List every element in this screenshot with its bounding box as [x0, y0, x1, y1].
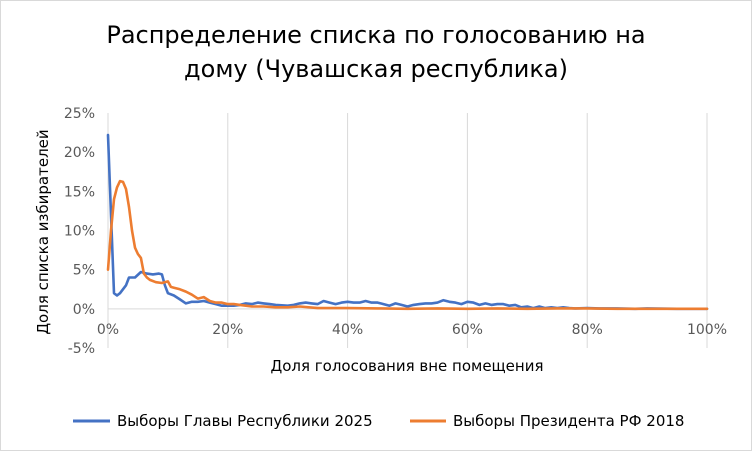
x-axis-ticks: 0% 20% 40% 60% 80% 100% — [97, 322, 727, 338]
series-line-1 — [106, 133, 709, 311]
x-tick-label: 0% — [97, 322, 119, 338]
x-tick-label: 60% — [452, 322, 483, 338]
x-tick-label: 40% — [332, 322, 363, 338]
x-axis-title: Доля голосования вне помещения — [270, 357, 543, 375]
y-tick-label: 20% — [64, 145, 95, 161]
legend: Выборы Главы Республики 2025 Выборы През… — [73, 412, 684, 430]
x-tick-label: 100% — [687, 322, 727, 338]
legend-label-series-2: Выборы Президента РФ 2018 — [453, 412, 684, 430]
series-line-2 — [106, 179, 709, 311]
y-tick-label: 5% — [73, 263, 95, 279]
y-tick-label: 15% — [64, 184, 95, 200]
chart-title: Распределение списка по голосованию на д… — [0, 18, 752, 86]
x-tick-label: 20% — [212, 322, 243, 338]
y-tick-label: 0% — [73, 302, 95, 318]
chart-title-line-2: дому (Чувашская республика) — [184, 55, 568, 83]
grid-lines — [107, 113, 708, 348]
y-tick-label: 25% — [64, 106, 95, 122]
y-axis-ticks: 25% 20% 15% 10% 5% 0% -5% — [64, 106, 95, 357]
series-lines — [106, 133, 709, 311]
chart-title-line-1: Распределение списка по голосованию на — [106, 21, 646, 49]
x-tick-label: 80% — [572, 322, 603, 338]
y-tick-label: 10% — [64, 224, 95, 240]
y-tick-label: -5% — [68, 341, 95, 357]
y-axis-title: Доля списка избирателей — [34, 129, 52, 334]
legend-label-series-1: Выборы Главы Республики 2025 — [117, 412, 373, 430]
